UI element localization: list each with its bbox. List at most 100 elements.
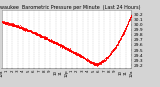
Point [128, 19, 131, 20]
Point [57, 44, 60, 46]
Point [26, 28, 28, 29]
Point [28, 30, 30, 31]
Point [72, 51, 75, 53]
Point [52, 40, 54, 41]
Point [34, 32, 37, 34]
Point [53, 42, 55, 43]
Point [126, 25, 128, 27]
Point [81, 56, 84, 58]
Point [37, 35, 40, 36]
Point [28, 30, 31, 31]
Point [12, 23, 15, 25]
Point [31, 31, 34, 33]
Point [22, 27, 25, 29]
Point [112, 49, 114, 50]
Point [94, 63, 96, 64]
Point [68, 49, 71, 50]
Point [97, 63, 99, 64]
Point [54, 42, 56, 44]
Point [103, 58, 106, 60]
Point [13, 26, 16, 27]
Point [53, 41, 56, 43]
Point [28, 29, 30, 31]
Point [45, 37, 48, 38]
Point [88, 61, 91, 62]
Point [47, 40, 50, 41]
Point [126, 23, 128, 25]
Point [109, 54, 111, 55]
Point [102, 61, 104, 62]
Point [72, 51, 75, 52]
Point [41, 36, 43, 37]
Point [118, 39, 121, 41]
Point [68, 49, 71, 51]
Point [57, 44, 60, 45]
Point [45, 38, 48, 40]
Point [105, 59, 107, 61]
Point [69, 50, 71, 51]
Point [115, 46, 117, 47]
Point [123, 30, 125, 31]
Point [4, 22, 7, 23]
Point [90, 62, 92, 63]
Point [26, 30, 29, 31]
Point [35, 33, 38, 34]
Point [41, 35, 44, 37]
Point [11, 23, 14, 25]
Point [43, 38, 45, 39]
Point [95, 64, 97, 65]
Point [128, 19, 130, 21]
Point [128, 18, 131, 20]
Point [103, 59, 106, 61]
Point [124, 28, 127, 29]
Point [104, 57, 107, 59]
Point [63, 46, 65, 47]
Point [111, 51, 113, 53]
Point [103, 59, 105, 60]
Point [28, 30, 31, 31]
Point [78, 54, 80, 56]
Point [30, 30, 32, 31]
Point [113, 48, 115, 50]
Point [112, 49, 115, 51]
Point [38, 34, 41, 36]
Point [40, 35, 43, 37]
Point [32, 32, 34, 33]
Point [60, 45, 62, 47]
Point [4, 23, 7, 24]
Point [117, 42, 119, 43]
Point [103, 59, 105, 61]
Point [109, 54, 112, 55]
Point [5, 23, 8, 24]
Point [109, 52, 112, 53]
Point [107, 55, 110, 56]
Point [60, 45, 63, 46]
Point [80, 56, 83, 57]
Point [34, 31, 37, 33]
Point [58, 45, 60, 46]
Point [4, 23, 6, 25]
Point [87, 59, 89, 61]
Point [61, 46, 63, 47]
Point [80, 55, 83, 57]
Point [89, 60, 92, 62]
Point [113, 49, 115, 50]
Point [27, 30, 29, 31]
Point [37, 34, 40, 35]
Point [25, 29, 28, 31]
Point [95, 63, 97, 64]
Point [33, 32, 35, 33]
Point [106, 57, 109, 58]
Point [77, 54, 79, 56]
Point [39, 36, 42, 37]
Point [25, 29, 28, 30]
Point [129, 16, 131, 18]
Point [110, 53, 112, 54]
Point [79, 55, 81, 57]
Point [2, 22, 5, 23]
Point [49, 40, 52, 42]
Point [108, 56, 110, 57]
Point [44, 37, 47, 39]
Point [35, 33, 38, 34]
Point [18, 26, 21, 28]
